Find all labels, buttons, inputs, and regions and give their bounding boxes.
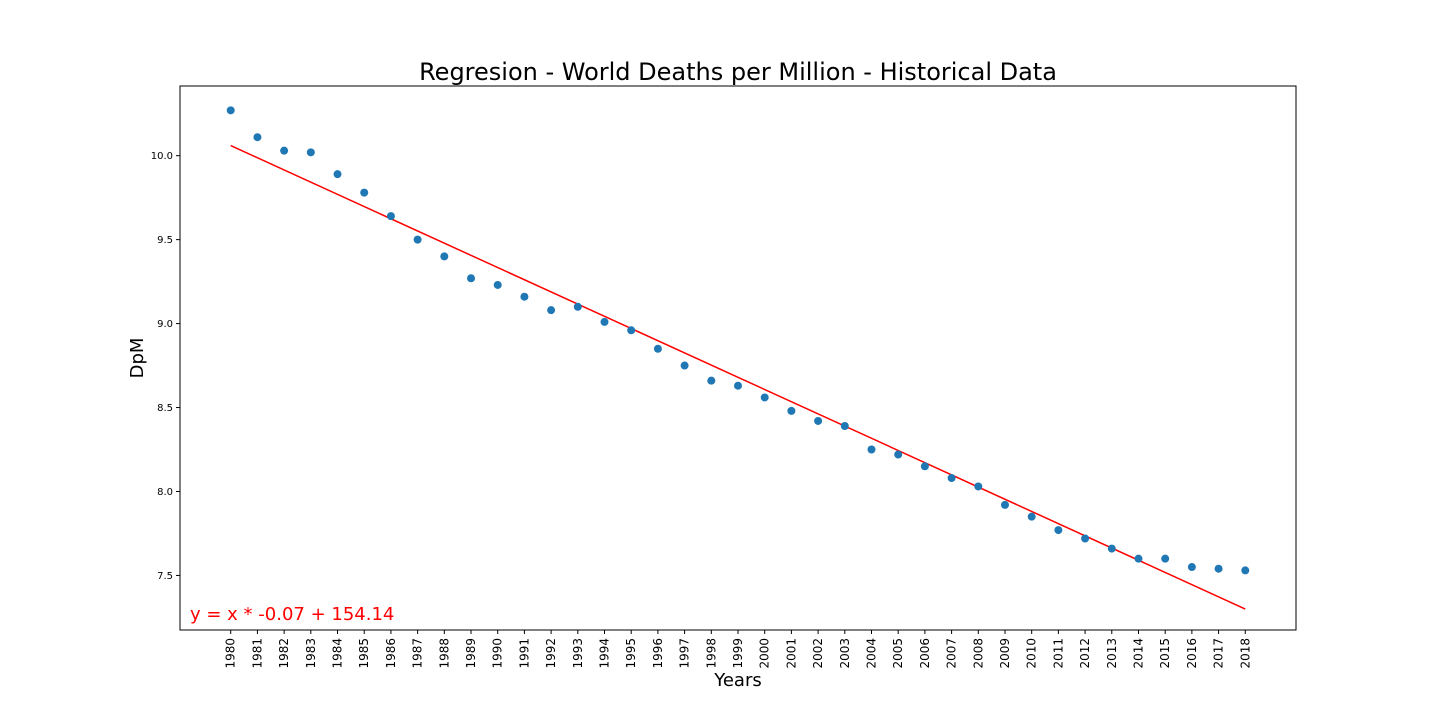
x-tick-label: 2010 [1025, 638, 1039, 669]
data-point [707, 376, 716, 385]
x-tick-label: 1991 [517, 638, 531, 669]
x-tick-label: 1992 [544, 638, 558, 669]
x-tick-label: 1981 [250, 638, 264, 669]
x-axis: 1980 1981 1982 1983 1984 1985 1986 1987 1988 1989… [224, 630, 1252, 669]
x-tick-label: 2000 [758, 638, 772, 669]
regression-layer [230, 144, 1246, 610]
data-point [440, 252, 449, 261]
y-tick-label: 10.0 [151, 151, 173, 162]
x-tick-label: 2001 [784, 638, 798, 669]
x-tick-label: 1995 [624, 638, 638, 669]
x-tick-label: 1998 [704, 638, 718, 669]
x-tick-label: 2014 [1131, 638, 1145, 669]
data-point [920, 462, 929, 471]
x-tick-label: 1982 [277, 638, 291, 669]
data-point [1107, 544, 1116, 553]
x-tick-label: 2005 [891, 638, 905, 669]
data-point [1027, 512, 1036, 521]
data-point [1161, 554, 1170, 563]
data-point [547, 306, 556, 315]
x-tick-label: 2011 [1051, 638, 1065, 669]
x-tick-label: 2004 [864, 638, 878, 669]
x-axis-label: Years [713, 670, 762, 691]
data-point [974, 482, 983, 491]
x-tick-label: 2012 [1078, 638, 1092, 669]
data-point [627, 326, 636, 335]
x-tick-label: 2016 [1185, 638, 1199, 669]
data-point [1214, 564, 1223, 573]
data-point [226, 106, 235, 115]
data-point [1187, 563, 1196, 572]
x-tick-label: 1985 [357, 638, 371, 669]
data-point [413, 235, 422, 244]
x-tick-label: 2009 [998, 638, 1012, 669]
data-point [680, 361, 689, 370]
data-point [1054, 526, 1063, 535]
data-point [360, 188, 369, 197]
data-point [280, 146, 289, 155]
data-point [1134, 554, 1143, 563]
chart-title: Regresion - World Deaths per Million - H… [419, 58, 1057, 86]
x-tick-label: 2002 [811, 638, 825, 669]
data-point [600, 317, 609, 326]
x-tick-label: 2017 [1212, 638, 1226, 669]
x-tick-label: 1987 [411, 638, 425, 669]
x-tick-label: 2018 [1238, 638, 1252, 669]
x-tick-label: 1989 [464, 638, 478, 669]
data-point [333, 170, 342, 179]
data-point [253, 133, 262, 142]
x-tick-label: 1997 [678, 638, 692, 669]
data-point [1241, 566, 1250, 575]
y-tick-label: 9.5 [157, 235, 173, 246]
data-point [734, 381, 742, 390]
data-point [947, 474, 956, 483]
x-tick-label: 2007 [945, 638, 959, 669]
x-tick-label: 1988 [437, 638, 451, 669]
plot-area [179, 85, 1297, 631]
data-point [653, 344, 662, 353]
x-tick-label: 2015 [1158, 638, 1172, 669]
x-tick-label: 1986 [384, 638, 398, 669]
y-tick-label: 8.0 [157, 487, 173, 498]
regression-equation: y = x * -0.07 + 154.14 [190, 604, 394, 625]
y-tick-label: 7.5 [157, 571, 173, 582]
data-point [814, 416, 823, 425]
data-points [226, 106, 1250, 575]
x-tick-label: 1999 [731, 638, 745, 669]
x-tick-label: 1996 [651, 638, 665, 669]
x-tick-label: 2008 [971, 638, 985, 669]
y-tick-label: 8.5 [157, 403, 173, 414]
x-tick-label: 2013 [1105, 638, 1119, 669]
x-tick-label: 2003 [838, 638, 852, 669]
data-point [386, 212, 395, 221]
x-tick-label: 1984 [331, 638, 345, 669]
data-point [520, 292, 529, 301]
data-point [1081, 534, 1090, 543]
y-axis-label: DpM [127, 338, 148, 379]
data-point [573, 302, 582, 311]
data-point [493, 280, 502, 289]
x-tick-label: 1983 [304, 638, 318, 669]
y-axis: 7.5 8.0 8.5 9.0 9.5 10.0 [151, 151, 180, 582]
data-point [867, 445, 876, 454]
data-point [760, 393, 769, 402]
data-point [840, 422, 849, 430]
data-point [894, 450, 903, 459]
x-tick-label: 1993 [571, 638, 585, 669]
x-tick-label: 1994 [598, 638, 612, 669]
regression-line [230, 144, 1246, 610]
x-tick-label: 1990 [491, 638, 505, 669]
data-point [467, 274, 476, 283]
data-point [1000, 500, 1009, 509]
y-tick-label: 9.0 [157, 319, 173, 330]
x-tick-label: 1980 [224, 638, 238, 669]
x-tick-label: 2006 [918, 638, 932, 669]
data-point [306, 148, 315, 157]
data-point [787, 406, 796, 415]
